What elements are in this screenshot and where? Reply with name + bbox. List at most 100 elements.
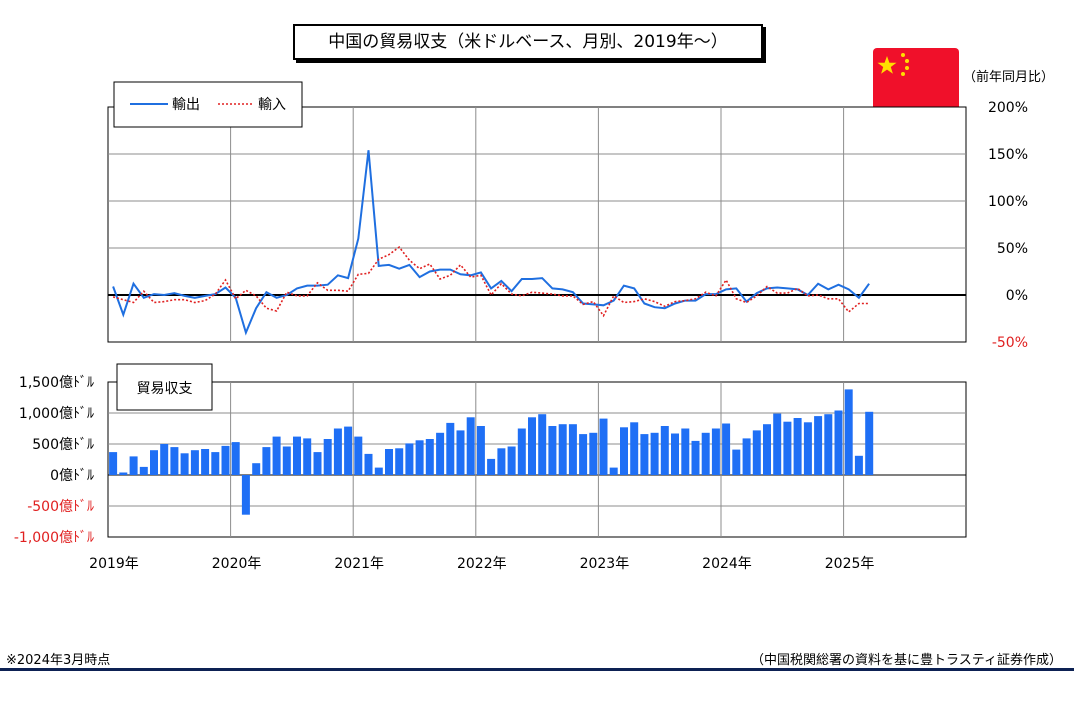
trade-balance-bar: [579, 434, 588, 475]
trade-balance-bar: [231, 442, 240, 475]
trade-balance-bar: [844, 389, 853, 475]
trade-balance-bar: [558, 424, 567, 475]
trade-balance-bar: [507, 446, 516, 475]
x-tick-label: 2023年: [580, 556, 630, 572]
trade-balance-bar: [303, 438, 312, 475]
trade-balance-bar: [374, 467, 383, 475]
trade-balance-bar: [538, 414, 547, 475]
trade-balance-bar: [150, 450, 158, 475]
trade-balance-bar: [660, 426, 669, 475]
trade-balance-bar: [139, 466, 148, 475]
trade-balance-bar: [395, 448, 404, 475]
trade-balance-bar: [630, 422, 639, 475]
line-y-tick-label: 200%: [988, 100, 1028, 116]
trade-balance-bar: [599, 418, 608, 475]
trade-balance-bar: [425, 439, 434, 475]
line-y-tick-label: -50%: [992, 335, 1028, 351]
x-tick-label: 2025年: [825, 556, 875, 572]
chart-canvas: 200% 150% 100% 50% 0% -50% 輸出 輸入 1,500億ﾄﾞﾙ 1,000億…: [14, 81, 1028, 572]
bar-y-tick-label: 500億ﾄﾞﾙ: [32, 437, 94, 453]
trade-balance-bar: [701, 432, 710, 475]
line-y-tick-label: 150%: [988, 147, 1028, 163]
legend-export-label: 輸出: [172, 97, 200, 113]
trade-balance-bar: [119, 472, 128, 475]
bottom-rule: [0, 668, 1074, 671]
trade-balance-bar: [466, 417, 475, 475]
trade-balance-bar: [170, 447, 179, 475]
trade-balance-bar: [650, 432, 659, 475]
trade-balance-bar: [497, 448, 506, 475]
trade-balance-bar: [190, 450, 199, 475]
bar-y-tick-label: 1,000億ﾄﾞﾙ: [19, 406, 94, 422]
trade-balance-bar: [671, 433, 679, 475]
x-tick-label: 2022年: [457, 556, 507, 572]
trade-balance-bar: [405, 443, 414, 475]
x-tick-label: 2020年: [212, 556, 262, 572]
trade-balance-bar: [814, 416, 823, 475]
trade-balance-bar: [323, 439, 332, 475]
trade-balance-bar: [129, 456, 138, 475]
trade-balance-bar: [528, 417, 536, 475]
bar-y-tick-label: 1,500億ﾄﾞﾙ: [19, 375, 94, 391]
export-series-line: [112, 150, 870, 336]
trade-balance-bar: [711, 428, 720, 475]
trade-balance-bar: [241, 475, 250, 515]
trade-balance-bar: [436, 432, 445, 475]
trade-balance-bar: [252, 463, 261, 475]
trade-balance-bar: [385, 449, 393, 475]
trade-balance-bar: [640, 434, 649, 475]
trade-balance-bar: [691, 440, 700, 475]
chart-title: 中国の貿易収支（米ドルベース、月別、2019年〜）: [293, 24, 763, 60]
trade-balance-bar: [609, 467, 618, 475]
trade-balance-bar: [854, 455, 863, 475]
trade-balance-bar: [620, 427, 628, 475]
trade-balance-bar: [282, 446, 291, 475]
trade-balance-bar: [333, 428, 342, 475]
trade-balance-bar: [456, 430, 465, 475]
trade-balance-bar: [201, 449, 210, 475]
trade-balance-bar: [476, 426, 485, 475]
trade-balance-bar: [722, 423, 731, 475]
trade-balance-bar: [109, 452, 118, 475]
trade-balance-bar: [354, 436, 363, 475]
trade-balance-bar: [824, 414, 833, 475]
trade-balance-bar: [783, 421, 792, 475]
trade-balance-bar: [415, 440, 424, 475]
trade-balance-bar: [446, 422, 455, 475]
line-y-tick-label: 0%: [1006, 288, 1028, 304]
trade-balance-bar: [752, 430, 761, 475]
trade-balance-bar: [803, 422, 812, 475]
bar-label-box: [116, 363, 213, 411]
bar-y-tick-label: -1,000億ﾄﾞﾙ: [14, 530, 94, 546]
trade-balance-bar: [865, 411, 874, 475]
trade-balance-bar: [681, 428, 690, 475]
trade-balance-bar: [773, 413, 782, 475]
trade-balance-bar: [568, 424, 577, 475]
bar-series-label: 貿易収支: [137, 381, 193, 397]
line-chart-unit-label: （前年同月比）: [963, 70, 1055, 85]
trade-balance-bar: [221, 445, 230, 475]
trade-balance-bar: [732, 449, 741, 475]
footnote: ※2024年3月時点: [6, 653, 111, 668]
trade-balance-bar: [487, 458, 496, 475]
china-flag-graphic: [873, 48, 959, 112]
trade-balance-bar: [548, 426, 557, 475]
trade-balance-bar: [589, 432, 598, 475]
legend-import-label: 輸入: [258, 97, 286, 113]
trade-balance-bar: [293, 436, 301, 475]
x-tick-label: 2024年: [702, 556, 752, 572]
trade-balance-bar: [313, 452, 322, 475]
trade-balance-bar: [763, 424, 771, 475]
china-flag-icon: [873, 48, 959, 112]
trade-balance-bar: [160, 444, 169, 475]
x-tick-label: 2019年: [89, 556, 139, 572]
line-y-tick-label: 100%: [988, 194, 1028, 210]
bar-plot-frame: [107, 381, 967, 538]
trade-balance-bar: [211, 452, 220, 475]
trade-balance-bar: [262, 447, 271, 475]
trade-balance-bar: [517, 428, 526, 475]
trade-balance-bar: [344, 426, 353, 475]
trade-balance-bar: [364, 453, 373, 475]
trade-balance-bar: [742, 438, 751, 475]
source-note: （中国税関総署の資料を基に豊トラスティ証券作成）: [751, 653, 1062, 668]
